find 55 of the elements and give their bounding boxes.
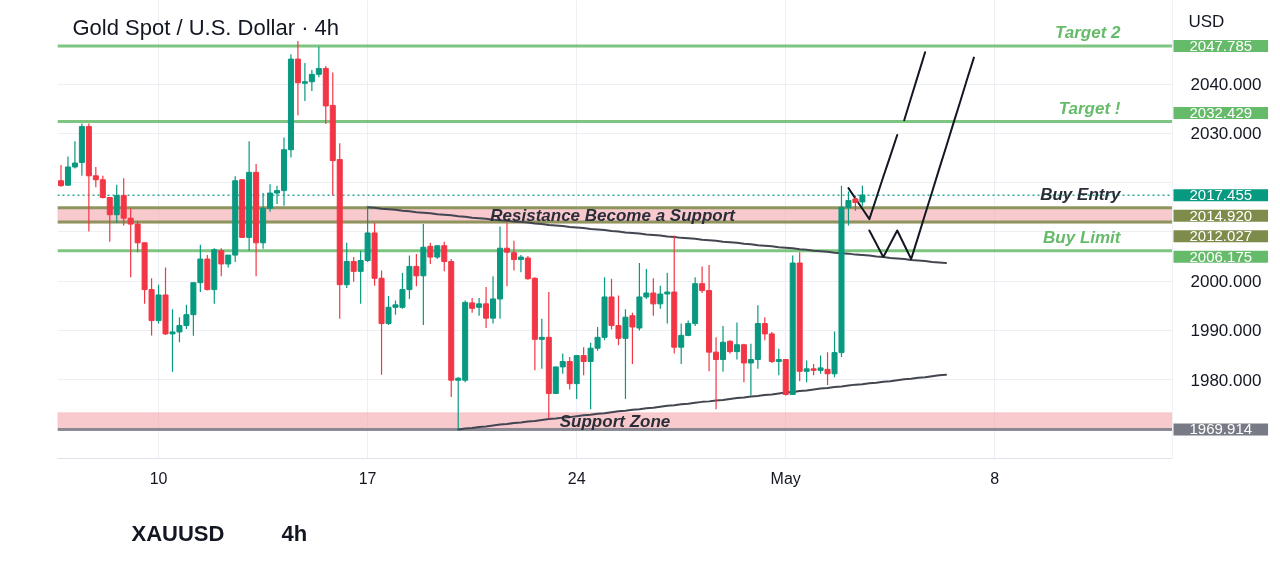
- line-series: [366, 206, 948, 264]
- x-tick-label: 24: [567, 469, 586, 487]
- ref-line-label: 2014.920: [1189, 206, 1253, 224]
- ref-line-label: 2047.785: [1189, 36, 1253, 54]
- candlestick: [566, 356, 573, 391]
- y-tick-label: 1980.000: [1190, 370, 1262, 390]
- candlestick: [57, 164, 64, 188]
- y-axis-title: USD: [1188, 11, 1225, 31]
- ref-line-label: 1969.914: [1189, 420, 1253, 438]
- y-tick-label: 1990.000: [1190, 321, 1262, 341]
- y-tick-label: 2030.000: [1190, 124, 1262, 144]
- candlestick: [817, 354, 824, 375]
- y-tick-label: 2040.000: [1190, 75, 1262, 95]
- candlestick: [720, 325, 727, 373]
- x-tick-label: 10: [149, 469, 168, 487]
- candlestick: [824, 351, 831, 386]
- annotation: Buy Entry: [1040, 184, 1123, 204]
- candlestick: [740, 343, 747, 383]
- band-label: Support Zone: [559, 411, 671, 431]
- candlestick: [775, 348, 782, 376]
- line-series: [457, 373, 948, 431]
- candlestick: [629, 312, 636, 365]
- line-series: [847, 133, 899, 221]
- ref-line-label: 2032.429: [1189, 103, 1253, 121]
- candlestick: [650, 277, 657, 317]
- annotation: Buy Limit: [1043, 227, 1122, 247]
- candlestick: [350, 256, 357, 283]
- candlestick: [517, 254, 524, 273]
- line-series: [903, 51, 927, 122]
- candlestick: [538, 318, 545, 370]
- candlestick: [733, 321, 740, 361]
- annotation: Target !: [1058, 98, 1121, 118]
- candlestick: [476, 297, 483, 317]
- x-tick-label: 17: [358, 469, 377, 487]
- annotation: Target 2: [1055, 22, 1122, 42]
- candlestick: [580, 346, 587, 376]
- text: Gold Spot / U.S. Dollar · 4h: [72, 14, 340, 40]
- candlestick: [413, 253, 420, 287]
- line-series: [868, 56, 975, 261]
- candlestick: [218, 247, 225, 277]
- y-tick-label: 2000.000: [1190, 272, 1262, 292]
- candlestick: [427, 242, 434, 265]
- x-tick-label: May: [770, 469, 801, 487]
- candlestick: [483, 286, 490, 329]
- x-tick-label: 8: [990, 469, 1000, 487]
- ref-line-label: 2017.455: [1189, 186, 1253, 204]
- ref-line-label: 2012.027: [1189, 227, 1253, 245]
- band-label: Resistance Become a Support: [490, 205, 737, 225]
- ref-line-label: 2006.175: [1189, 247, 1253, 265]
- candlestick: [343, 242, 350, 289]
- candlestick: [294, 40, 301, 116]
- text: XAUUSD: [131, 521, 225, 546]
- candlestick: [622, 308, 629, 400]
- candlestick: [803, 359, 810, 383]
- text: 4h: [281, 521, 308, 546]
